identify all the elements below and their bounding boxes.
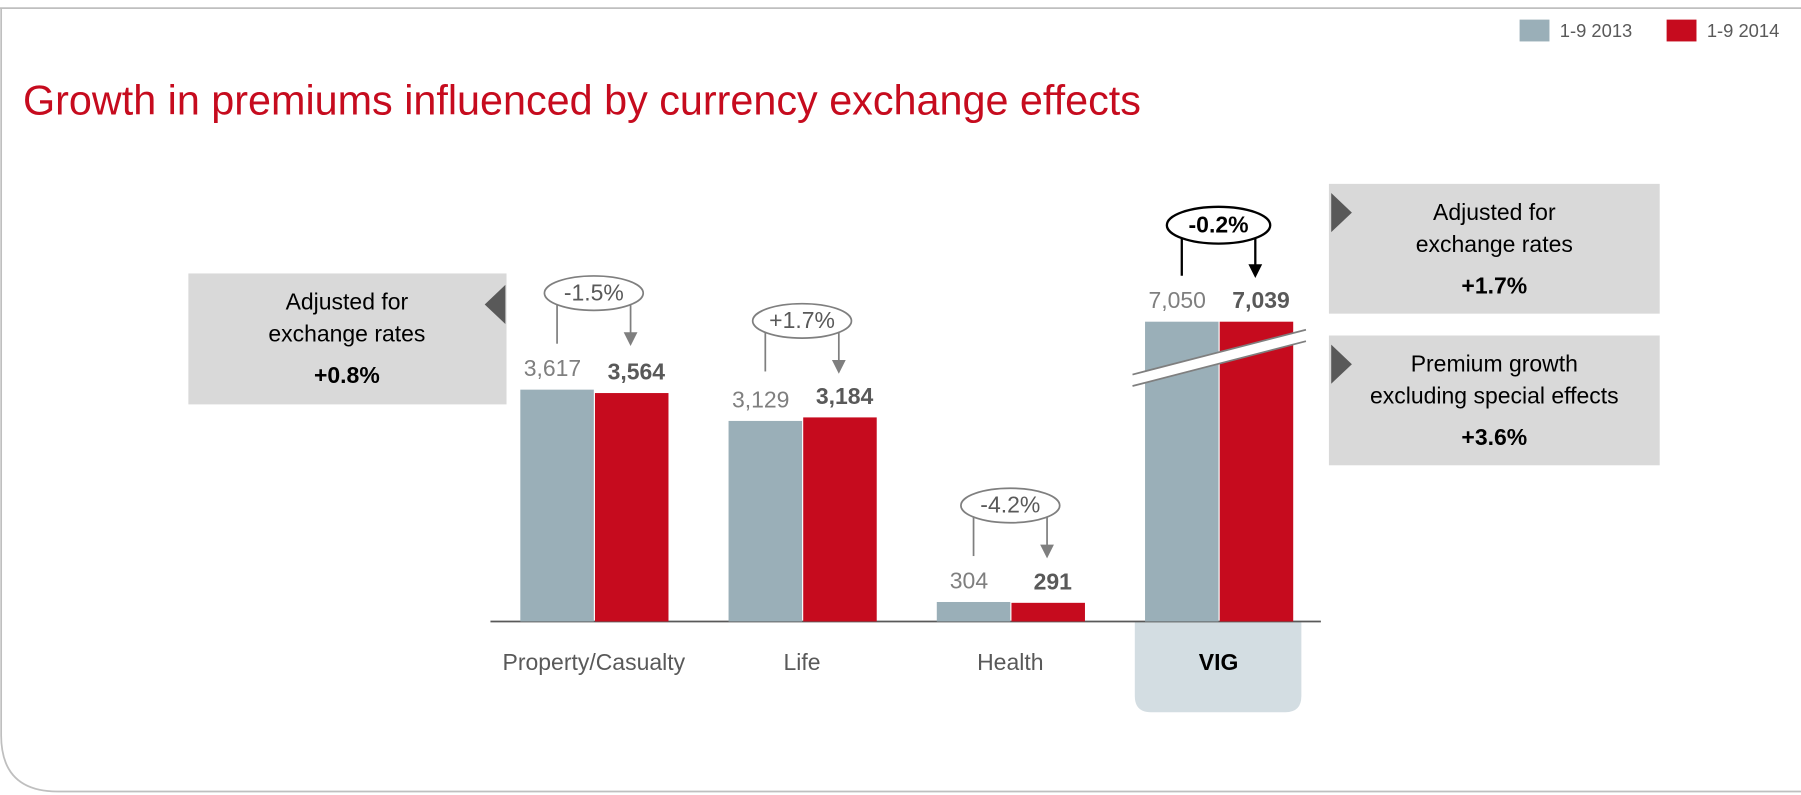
bar — [803, 417, 877, 622]
x-tick-label: VIG — [1199, 649, 1239, 675]
note-text: exchange rates — [1416, 231, 1573, 257]
growth-arrowhead — [831, 359, 846, 374]
growth-label: +1.7% — [769, 307, 835, 333]
value-label: 291 — [1034, 568, 1073, 594]
bar — [594, 393, 669, 622]
bar — [1219, 321, 1294, 622]
category-highlight — [1134, 621, 1302, 713]
chart-title: Growth in premiums influenced by currenc… — [23, 77, 1141, 123]
bar — [728, 420, 803, 622]
growth-bubble — [1165, 205, 1272, 245]
growth-arrowhead — [1248, 264, 1263, 279]
axis-break — [1132, 329, 1306, 387]
note-value: +1.7% — [1461, 272, 1527, 298]
legend-swatch — [1666, 19, 1697, 42]
note-pointer — [1331, 344, 1352, 384]
frame — [0, 8, 1801, 793]
growth-label: -0.2% — [1189, 211, 1249, 237]
growth-bubble — [960, 487, 1061, 524]
value-label: 304 — [950, 568, 989, 594]
x-tick-label: Life — [784, 649, 821, 675]
note-text: excluding special effects — [1370, 383, 1619, 409]
note-box — [1328, 183, 1660, 314]
value-label: 3,564 — [608, 359, 666, 385]
note-pointer — [484, 284, 506, 324]
growth-bubble — [543, 275, 645, 312]
growth-label: -1.5% — [564, 279, 624, 305]
bar — [936, 601, 1011, 622]
notes — [188, 183, 1660, 466]
bar — [520, 389, 594, 622]
note-text: Premium growth — [1411, 350, 1578, 376]
value-label: 3,129 — [732, 386, 789, 412]
value-label: 3,617 — [524, 355, 581, 381]
x-tick-label: Health — [977, 649, 1043, 675]
growth-label: -4.2% — [980, 492, 1040, 518]
value-label: 7,050 — [1148, 287, 1205, 313]
value-label: 3,184 — [816, 383, 874, 409]
value-label: 7,039 — [1232, 287, 1289, 313]
legend-label: 1-9 2014 — [1707, 20, 1779, 41]
growth-bubble — [751, 302, 853, 340]
note-value: +0.8% — [314, 362, 380, 388]
axis-break-line — [1132, 340, 1307, 387]
note-text: Adjusted for — [286, 288, 409, 314]
note-box — [188, 273, 507, 405]
legend-swatch — [1519, 19, 1550, 42]
note-text: exchange rates — [268, 321, 425, 347]
legend-label: 1-9 2013 — [1560, 20, 1632, 41]
note-text: Adjusted for — [1433, 199, 1556, 225]
axis-break-line — [1132, 328, 1307, 376]
note-value: +3.6% — [1461, 424, 1527, 450]
x-tick-label: Property/Casualty — [503, 649, 686, 675]
note-box — [1328, 335, 1660, 466]
note-pointer — [1331, 193, 1352, 233]
growth-arrowhead — [1040, 544, 1054, 559]
growth-arrowhead — [623, 332, 638, 347]
bar — [1011, 602, 1085, 622]
